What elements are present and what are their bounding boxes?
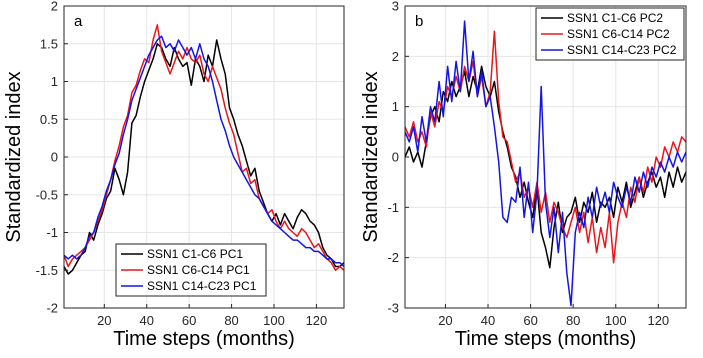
y-tick-label: 2	[51, 0, 58, 14]
series-line-3	[63, 35, 345, 268]
panel-label: b	[415, 13, 423, 30]
y-tick-label: -2	[46, 301, 58, 316]
y-tick-label: 0.5	[40, 112, 58, 127]
y-tick-label: -3	[387, 301, 399, 316]
legend: SSN1 C1-C6 PC2 SSN1 C6-C14 PC2 SSN1 C14-C2…	[535, 7, 685, 61]
x-tick-label: 100	[605, 313, 627, 328]
x-tick-label: 80	[566, 313, 580, 328]
x-tick-label: 60	[523, 313, 537, 328]
legend-entry: SSN1 C6-C14 PC1	[147, 263, 250, 277]
panel-label: a	[74, 13, 83, 30]
y-tick-label: 3	[392, 0, 399, 14]
y-tick-label: -1	[387, 200, 399, 215]
x-tick-label: 40	[139, 313, 153, 328]
y-tick-label: 2	[392, 49, 399, 64]
y-axis-label: Standardized index	[360, 71, 382, 242]
x-tick-label: 120	[306, 313, 328, 328]
y-tick-label: 1	[51, 74, 58, 89]
x-tick-label: 20	[438, 313, 452, 328]
legend: SSN1 C1-C6 PC1 SSN1 C6-C14 PC1 SSN1 C14-C2…	[115, 243, 267, 297]
y-tick-label: 0	[51, 150, 58, 165]
x-tick-label: 120	[647, 313, 669, 328]
x-tick-label: 60	[182, 313, 196, 328]
y-axis-label: Standardized index	[3, 71, 25, 242]
y-tick-label: 1	[392, 99, 399, 114]
legend-entry: SSN1 C14-C23 PC2	[567, 43, 677, 57]
x-tick-label: 20	[97, 313, 111, 328]
series-line-3	[404, 20, 687, 307]
chart-panel-a: 20 40 60 80 100 120 -2 -1.5 -1 -0.5 0 0.5 1 1.5 2 a Time…	[3, 0, 345, 350]
y-tick-label: 0	[392, 150, 399, 165]
y-tick-label: 1.5	[40, 36, 58, 51]
x-tick-label: 40	[481, 313, 495, 328]
series-line-1	[63, 39, 345, 275]
x-axis-label: Time steps (months)	[455, 328, 637, 350]
x-tick-label: 80	[224, 313, 238, 328]
x-tick-label: 100	[263, 313, 285, 328]
y-tick-label: -0.5	[36, 187, 58, 202]
legend-entry: SSN1 C14-C23 PC1	[147, 279, 257, 293]
chart-panel-b: 20 40 60 80 100 120 -3 -2 -1 0 1 2 3 b Time steps (mon…	[360, 0, 687, 350]
y-tick-label: -2	[387, 250, 399, 265]
y-tick-label: -1.5	[36, 263, 58, 278]
legend-entry: SSN1 C6-C14 PC2	[567, 27, 670, 41]
legend-entry: SSN1 C1-C6 PC2	[567, 11, 663, 25]
y-tick-label: -1	[46, 225, 58, 240]
x-axis-label: Time steps (months)	[113, 328, 295, 350]
legend-entry: SSN1 C1-C6 PC1	[147, 247, 243, 261]
